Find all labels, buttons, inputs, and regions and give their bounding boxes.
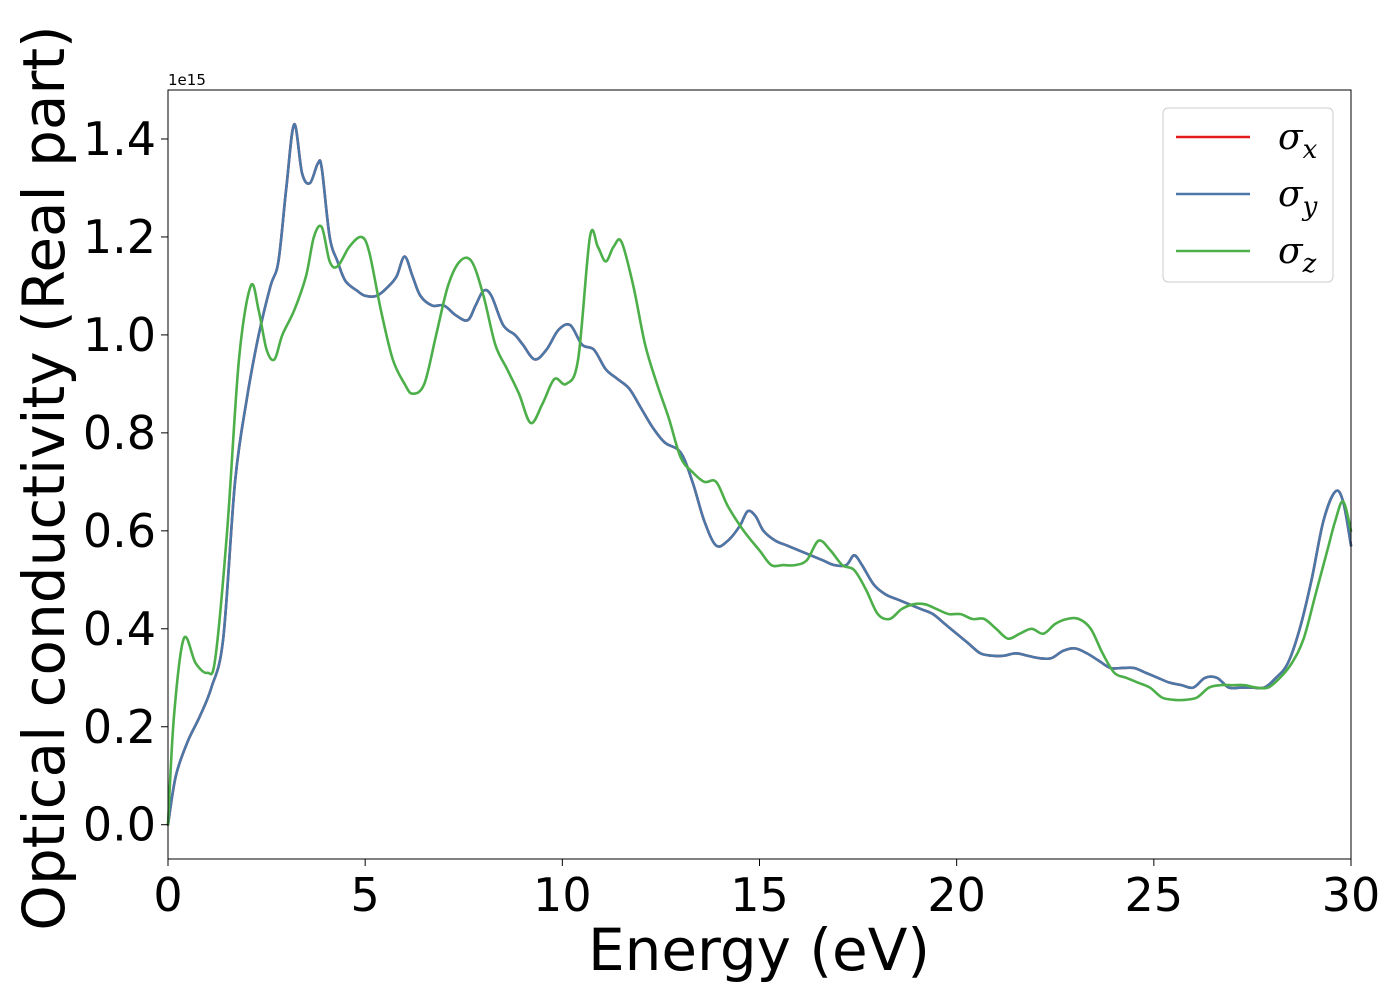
series-line-z — [166, 224, 1353, 827]
x-tick-label: 25 — [1125, 868, 1184, 922]
x-tick-label: 20 — [927, 868, 986, 922]
plot-lines — [166, 122, 1353, 827]
y-tick-label: 0.0 — [83, 798, 156, 852]
y-tick-label: 1.0 — [83, 308, 156, 362]
y-tick-label: 0.4 — [83, 602, 156, 656]
y-tick-label: 0.8 — [83, 406, 156, 460]
x-tick-label: 15 — [730, 868, 789, 922]
y-tick-label: 1.2 — [83, 210, 156, 264]
y-axis: 0.0 0.2 0.4 0.6 0.8 1.0 1.2 1.4 — [83, 112, 168, 852]
y-tick-label: 0.6 — [83, 504, 156, 558]
x-tick-label: 0 — [153, 868, 182, 922]
x-tick-label: 30 — [1322, 868, 1381, 922]
y-tick-label: 1.4 — [83, 112, 156, 166]
x-tick-label: 10 — [533, 868, 592, 922]
x-tick-label: 5 — [351, 868, 380, 922]
series-line-y — [166, 122, 1353, 827]
y-tick-label: 0.2 — [83, 700, 156, 754]
y-axis-title: Optical conductivity (Real part) — [10, 25, 78, 930]
y-scale-label: 1e15 — [168, 71, 206, 89]
x-axis-title: Energy (eV) — [588, 916, 930, 984]
x-axis: 0 5 10 15 20 25 30 — [153, 859, 1380, 922]
